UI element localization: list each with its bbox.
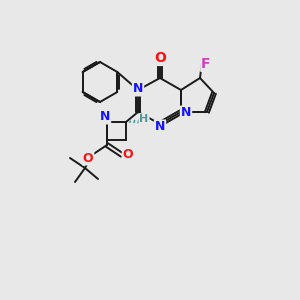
Text: O: O [123, 148, 133, 160]
Text: O: O [154, 51, 166, 65]
Text: N: N [133, 82, 143, 95]
Text: N: N [100, 110, 110, 124]
Text: F: F [201, 57, 211, 71]
Text: N: N [155, 121, 165, 134]
Text: N: N [181, 106, 191, 119]
Text: H: H [140, 114, 148, 124]
Text: O: O [83, 152, 93, 164]
